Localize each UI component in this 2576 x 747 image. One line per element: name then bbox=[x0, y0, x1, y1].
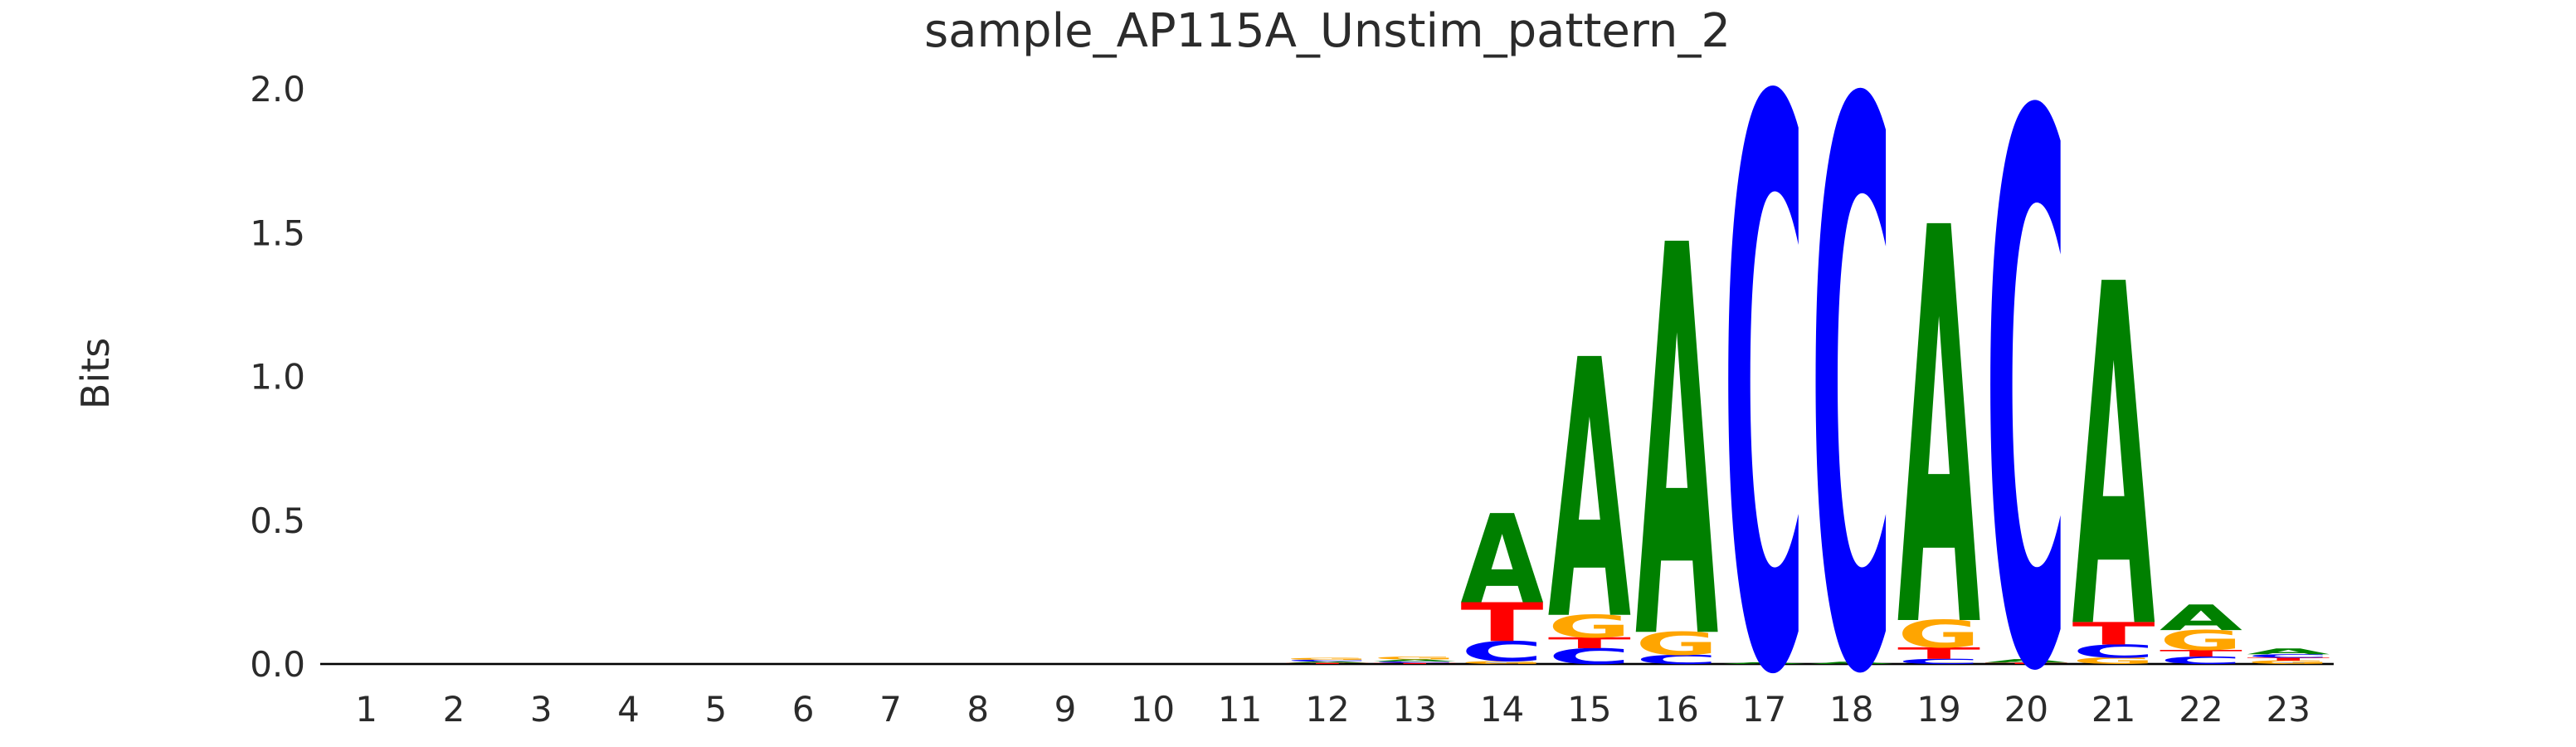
logo-letter-C-pos13: C bbox=[1373, 661, 1456, 663]
logo-letter-T-pos21: T bbox=[2072, 616, 2156, 652]
x-tick-label-13: 13 bbox=[1393, 689, 1437, 730]
logo-letter-G-pos22: G bbox=[2160, 625, 2242, 657]
logo-letter-T-pos14: T bbox=[1461, 592, 1544, 654]
chart-title: sample_AP115A_Unstim_pattern_2 bbox=[924, 4, 1731, 58]
x-tick-label-5: 5 bbox=[704, 689, 727, 730]
logo-letter-G-pos14: G bbox=[1461, 661, 1544, 666]
logo-letter-C-pos22: C bbox=[2160, 655, 2242, 666]
x-tick-label-22: 22 bbox=[2179, 689, 2223, 730]
logo-letter-C-pos18: C bbox=[1810, 0, 1893, 747]
y-tick-label-1.0: 1.0 bbox=[250, 357, 305, 398]
x-tick-label-6: 6 bbox=[792, 689, 815, 730]
logo-letter-G-pos16: G bbox=[1635, 626, 1718, 662]
x-tick-label-8: 8 bbox=[967, 689, 989, 730]
logo-letter-G-pos12: G bbox=[1286, 657, 1369, 660]
x-tick-label-12: 12 bbox=[1305, 689, 1349, 730]
x-tick-label-23: 23 bbox=[2267, 689, 2311, 730]
x-axis-baseline bbox=[320, 662, 2334, 666]
x-tick-label-21: 21 bbox=[2091, 689, 2135, 730]
logo-letter-T-pos23: T bbox=[2247, 657, 2330, 662]
y-tick-label-0.5: 0.5 bbox=[250, 500, 305, 541]
logo-letter-A-pos12: A bbox=[1286, 661, 1370, 663]
logo-letter-T-pos12: T bbox=[1286, 662, 1369, 664]
x-tick-label-19: 19 bbox=[1916, 689, 1960, 730]
x-tick-label-9: 9 bbox=[1054, 689, 1077, 730]
logo-letter-C-pos21: C bbox=[2072, 641, 2155, 662]
logo-letter-A-pos22: A bbox=[2160, 598, 2243, 639]
logo-letter-A-pos20: A bbox=[1984, 658, 2067, 664]
logo-letter-C-pos15: C bbox=[1548, 644, 1631, 669]
logo-letter-T-pos15: T bbox=[1548, 634, 1631, 652]
logo-letter-T-pos20: T bbox=[1984, 662, 2067, 665]
logo-letter-C-pos20: C bbox=[1984, 0, 2067, 747]
x-tick-label-2: 2 bbox=[443, 689, 465, 730]
x-tick-label-3: 3 bbox=[530, 689, 553, 730]
logo-letter-A-pos19: A bbox=[1897, 115, 1981, 747]
logo-letter-G-pos21: G bbox=[2072, 656, 2155, 666]
logo-letter-A-pos13: A bbox=[1373, 659, 1457, 662]
x-tick-label-1: 1 bbox=[355, 689, 377, 730]
logo-letter-T-pos13: T bbox=[1373, 662, 1456, 664]
x-tick-label-11: 11 bbox=[1218, 689, 1262, 730]
logo-letter-C-pos17: C bbox=[1722, 0, 1805, 747]
x-tick-label-20: 20 bbox=[2004, 689, 2048, 730]
x-tick-label-14: 14 bbox=[1480, 689, 1524, 730]
y-tick-label-1.5: 1.5 bbox=[250, 212, 305, 253]
logo-letter-A-pos14: A bbox=[1461, 489, 1544, 632]
x-tick-label-4: 4 bbox=[617, 689, 640, 730]
x-tick-label-15: 15 bbox=[1567, 689, 1611, 730]
logo-letter-A-pos15: A bbox=[1548, 287, 1632, 700]
logo-letter-C-pos14: C bbox=[1461, 636, 1544, 668]
logo-letter-C-pos23: C bbox=[2247, 653, 2330, 659]
x-tick-label-7: 7 bbox=[879, 689, 902, 730]
logo-letter-A-pos16: A bbox=[1635, 135, 1719, 747]
x-tick-label-16: 16 bbox=[1654, 689, 1698, 730]
logo-letter-G-pos15: G bbox=[1548, 608, 1631, 644]
logo-letter-A-pos21: A bbox=[2072, 186, 2156, 733]
logo-letter-G-pos23: G bbox=[2247, 660, 2330, 666]
logo-letter-T-pos22: T bbox=[2160, 648, 2243, 659]
logo-letter-G-pos19: G bbox=[1897, 613, 1980, 657]
logo-letter-G-pos13: G bbox=[1373, 656, 1456, 661]
x-tick-label-10: 10 bbox=[1131, 689, 1175, 730]
x-tick-label-18: 18 bbox=[1829, 689, 1873, 730]
logo-letter-A-pos18: A bbox=[1810, 661, 1894, 664]
logo-letter-A-pos17: A bbox=[1722, 662, 1806, 664]
logo-letter-C-pos12: C bbox=[1286, 659, 1369, 662]
y-tick-label-0.0: 0.0 bbox=[250, 644, 305, 685]
logo-letter-C-pos19: C bbox=[1897, 657, 1980, 666]
logo-letter-C-pos16: C bbox=[1635, 652, 1718, 667]
x-tick-label-17: 17 bbox=[1742, 689, 1786, 730]
logo-letter-T-pos19: T bbox=[1897, 644, 1980, 662]
y-tick-label-2.0: 2.0 bbox=[250, 69, 305, 110]
logo-letter-A-pos23: A bbox=[2247, 647, 2330, 656]
